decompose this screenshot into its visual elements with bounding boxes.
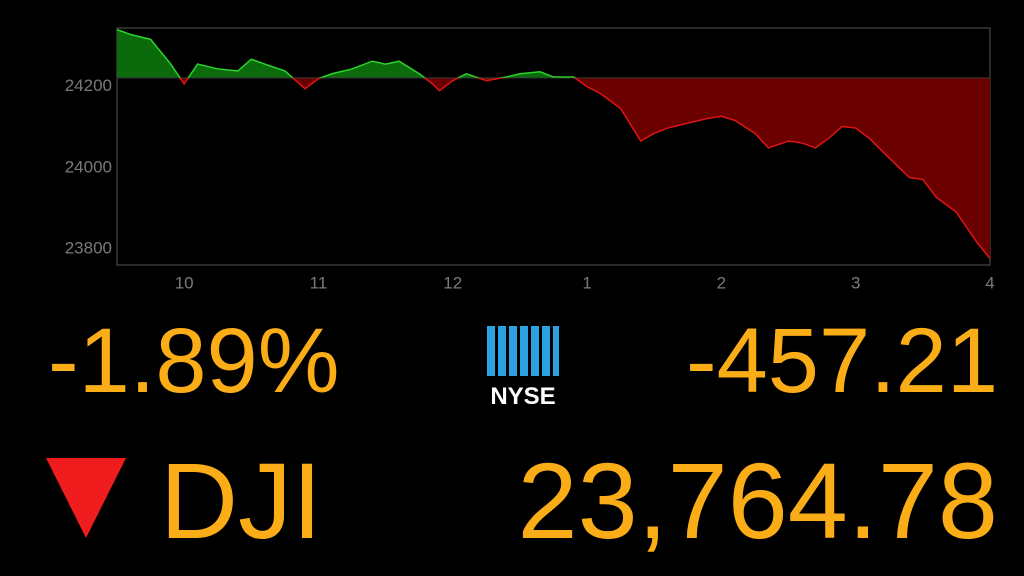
- percent-change: -1.89%: [48, 310, 340, 412]
- down-arrow: [46, 458, 126, 538]
- y-tick-label: 24000: [65, 157, 112, 176]
- x-tick-label: 11: [310, 273, 328, 292]
- x-tick-label: 1: [582, 273, 591, 292]
- x-tick-label: 10: [175, 273, 194, 292]
- point-change: -457.21: [686, 310, 998, 412]
- line-up: [116, 28, 577, 78]
- area-down: [117, 77, 990, 259]
- x-tick-label: 3: [851, 273, 860, 292]
- line-down: [179, 77, 991, 259]
- x-tick-label: 4: [985, 273, 994, 292]
- x-tick-label: 2: [717, 273, 726, 292]
- y-tick-label: 24200: [65, 76, 112, 95]
- y-tick-label: 23800: [65, 238, 112, 257]
- exchange-name: NYSE: [490, 383, 555, 410]
- price: 23,764.78: [518, 440, 998, 561]
- area-up: [117, 29, 575, 78]
- symbol: DJI: [160, 440, 322, 561]
- x-tick-label: 12: [443, 273, 462, 292]
- nyse-logo: NYSE: [487, 326, 559, 410]
